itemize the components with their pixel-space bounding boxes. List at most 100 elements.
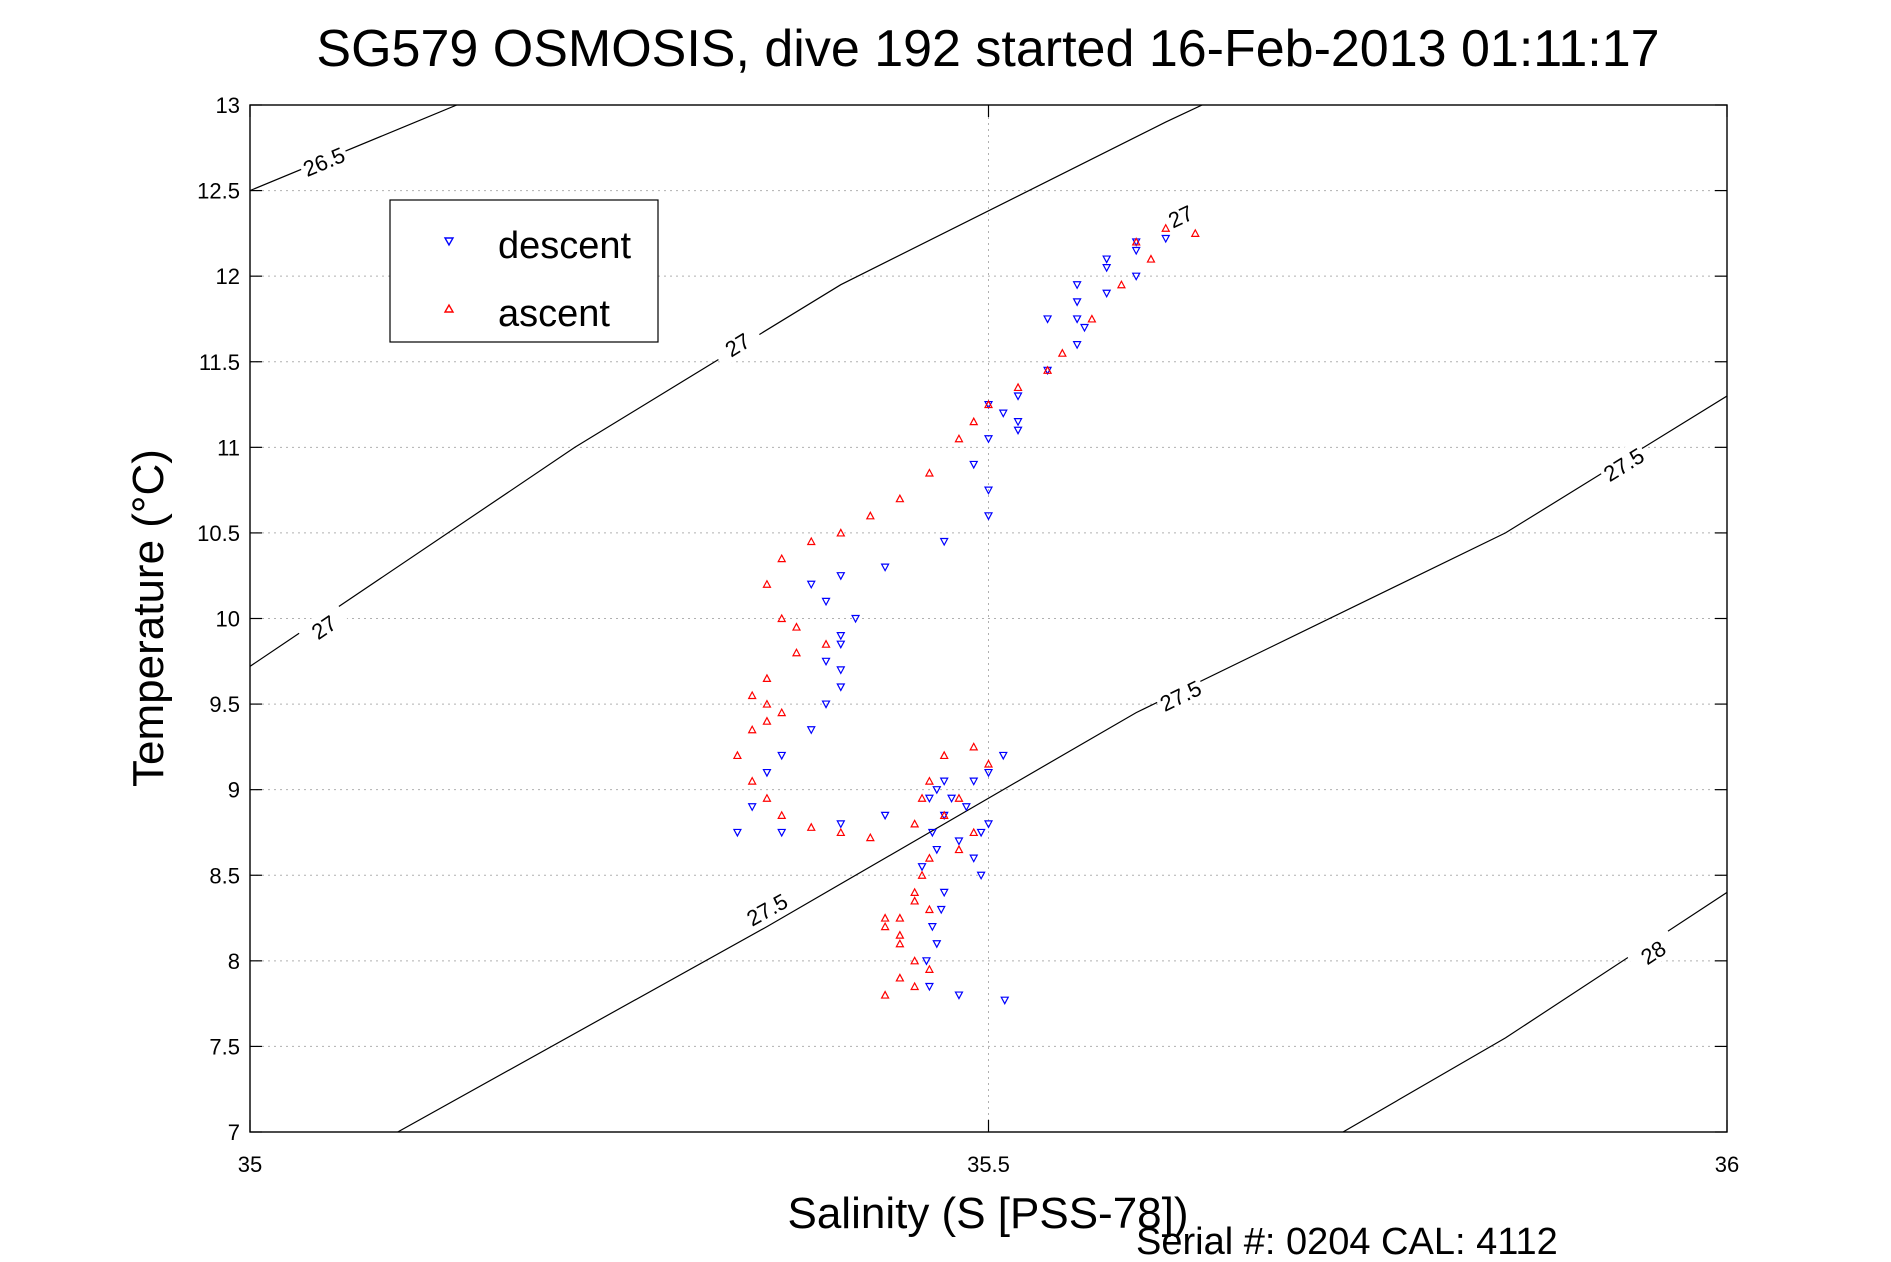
ascent-point xyxy=(880,913,890,922)
ascent-point xyxy=(747,724,757,734)
descent-point xyxy=(1072,315,1082,324)
descent-point xyxy=(880,563,890,572)
axis-ticks: 35 35.5 36 7 7.5 8 8.5 9 9.5 10 10.5 11 11.5 12 12.5 13 xyxy=(197,93,1739,1177)
ascent-point xyxy=(762,579,772,588)
descent-point xyxy=(1000,996,1010,1005)
ascent-point xyxy=(1116,279,1126,289)
descent-point xyxy=(927,923,937,932)
descent-point xyxy=(821,597,831,607)
descent-point xyxy=(1072,298,1082,307)
contour-label-background xyxy=(1152,672,1208,717)
contour-label-background xyxy=(296,139,351,182)
y-tick-label: 9.5 xyxy=(209,692,240,717)
x-tick-label: 35 xyxy=(238,1152,262,1177)
ascent-point xyxy=(895,913,905,922)
descent-point xyxy=(836,666,846,675)
descent-point xyxy=(976,828,986,838)
ascent-point xyxy=(1190,228,1200,237)
descent-point xyxy=(932,940,942,949)
descent-point xyxy=(976,871,986,881)
ascent-point xyxy=(880,921,890,931)
descent-point xyxy=(1072,281,1082,290)
y-tick-label: 8 xyxy=(228,949,240,974)
descent-point xyxy=(1043,315,1053,324)
ascent-point xyxy=(1161,223,1171,232)
x-tick-label: 36 xyxy=(1715,1152,1739,1177)
descent-point xyxy=(836,820,846,829)
descent-point xyxy=(762,768,772,778)
descent-point xyxy=(983,820,994,829)
descent-point xyxy=(1080,323,1090,333)
descent-point xyxy=(921,957,931,966)
descent-point xyxy=(821,700,831,709)
descent-point xyxy=(836,640,846,649)
ascent-point xyxy=(1013,382,1023,392)
descent-point xyxy=(983,512,994,521)
ascent-point xyxy=(762,716,772,725)
ascent-point xyxy=(1043,365,1053,374)
ascent-point xyxy=(791,622,801,631)
descent-point xyxy=(998,409,1008,418)
descent-point xyxy=(983,486,994,495)
y-axis-label: Temperature (°C) xyxy=(124,449,173,787)
y-tick-label: 7 xyxy=(228,1120,240,1145)
ascent-point xyxy=(747,776,757,785)
descent-point xyxy=(924,794,934,803)
y-tick-label: 11 xyxy=(217,435,240,460)
ascent-point xyxy=(806,822,816,831)
ascent-point xyxy=(924,468,934,477)
ascent-point xyxy=(910,896,920,905)
grid xyxy=(250,105,1727,1132)
ascent-point xyxy=(969,416,979,426)
legend-ascent-marker xyxy=(443,303,455,313)
ascent-point xyxy=(924,776,934,785)
ascent-point xyxy=(865,832,875,842)
ascent-point xyxy=(762,793,772,802)
ascent-point xyxy=(910,887,920,896)
ascent-point xyxy=(924,904,934,914)
descent-point xyxy=(954,991,964,1000)
y-tick-label: 11.5 xyxy=(199,350,240,375)
contour-label-background xyxy=(739,885,794,932)
descent-point xyxy=(1102,289,1112,299)
ascent-point xyxy=(895,493,905,503)
descent-point xyxy=(836,683,846,692)
ascent-point xyxy=(983,399,994,409)
descent-point xyxy=(836,632,846,641)
legend: descent ascent xyxy=(389,199,659,343)
y-tick-label: 9 xyxy=(228,778,240,803)
descent-point xyxy=(932,845,942,855)
ascent-point xyxy=(1131,237,1141,246)
ascent-point xyxy=(954,844,964,854)
ascent-point xyxy=(954,434,964,443)
descent-point xyxy=(939,537,949,547)
ascent-point xyxy=(777,810,787,819)
descent-point xyxy=(851,614,861,624)
ascent-point xyxy=(1087,314,1097,323)
ascent-point xyxy=(762,699,772,708)
ascent-point xyxy=(939,750,949,760)
ascent-point xyxy=(836,528,846,537)
descent-point xyxy=(939,777,949,786)
descent-point xyxy=(927,828,937,838)
descent-point xyxy=(777,828,787,838)
y-tick-label: 12.5 xyxy=(197,179,240,204)
legend-descent-label: descent xyxy=(498,225,632,267)
descent-point xyxy=(961,803,971,812)
ascent-point xyxy=(1146,254,1156,263)
ascent-point xyxy=(939,810,949,819)
ascent-point xyxy=(777,553,787,563)
contour-label-background xyxy=(709,320,765,368)
descent-point xyxy=(969,854,979,863)
ascent-point xyxy=(895,930,905,939)
ascent-point xyxy=(969,827,979,837)
descent-point xyxy=(1161,234,1171,244)
descent-point xyxy=(836,572,846,581)
contour-label-background xyxy=(1595,439,1651,488)
descent-point xyxy=(1102,264,1112,273)
descent-point xyxy=(821,657,831,667)
legend-ascent-label: ascent xyxy=(498,293,610,335)
serial-cal-footer: Serial #: 0204 CAL: 4112 xyxy=(1136,1221,1558,1262)
chart-title: SG579 OSMOSIS, dive 192 started 16-Feb-2… xyxy=(316,20,1659,78)
